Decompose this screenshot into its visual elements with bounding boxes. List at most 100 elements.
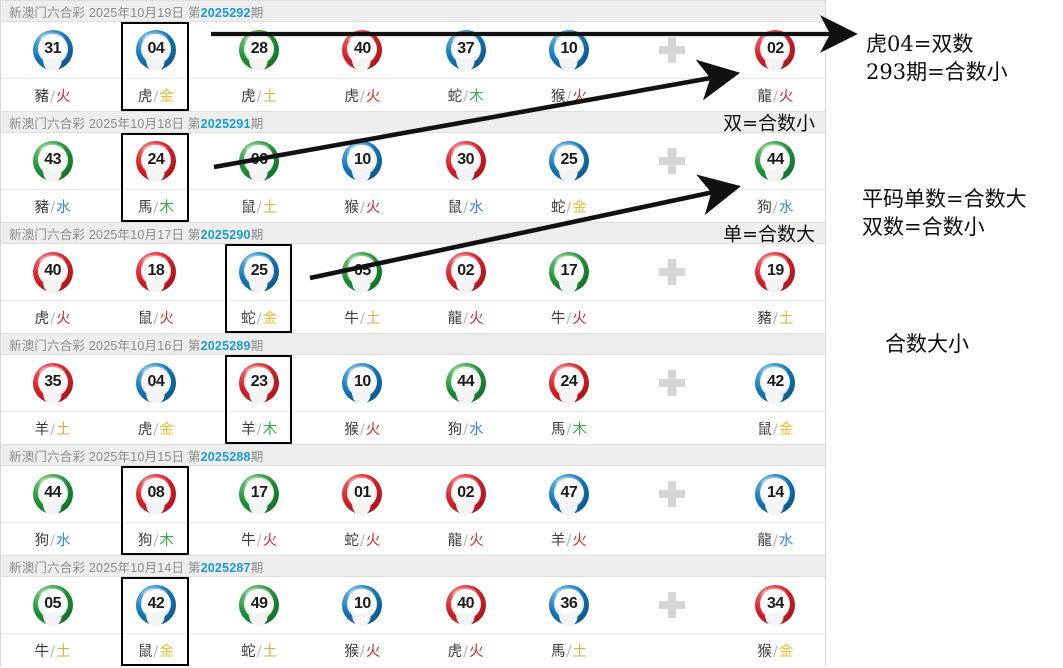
label-separator: / xyxy=(153,199,159,216)
ball-number: 05 xyxy=(353,262,371,279)
label-separator: / xyxy=(359,532,365,549)
ball-cell: 04 xyxy=(104,355,207,411)
element-text: 金 xyxy=(159,421,174,438)
zodiac-element-label: 鼠/土 xyxy=(241,196,277,217)
element-text: 火 xyxy=(469,532,484,549)
zodiac-text: 狗 xyxy=(757,199,772,216)
zodiac-text: 豬 xyxy=(34,88,50,105)
ball-notch xyxy=(455,278,476,295)
zodiac-text: 龍 xyxy=(447,532,463,549)
lottery-ball: 30 xyxy=(445,141,486,184)
element-text: 木 xyxy=(469,88,484,105)
zodiac-element-cell: 猴/火 xyxy=(311,412,414,444)
ball-number: 19 xyxy=(766,262,784,279)
zodiac-element-cell: 豬/土 xyxy=(724,301,827,333)
label-separator: / xyxy=(359,199,365,216)
zodiac-text: 猴 xyxy=(550,88,566,105)
ball-number: 40 xyxy=(44,262,62,279)
label-separator: / xyxy=(359,310,365,327)
zodiac-text: 虎 xyxy=(34,310,50,327)
ball-notch xyxy=(455,500,476,517)
lottery-ball: 25 xyxy=(239,252,280,295)
ball-notch xyxy=(765,611,786,628)
draw-header: 新澳门六合彩 2025年10月14日 第2025287期 xyxy=(1,555,825,577)
label-separator: / xyxy=(256,532,262,549)
ball-notch xyxy=(455,56,476,73)
ball-notch xyxy=(42,278,63,295)
zodiac-element-cell: 龍/火 xyxy=(724,79,827,111)
zodiac-element-label: 豬/火 xyxy=(35,85,71,106)
label-separator: / xyxy=(50,643,56,660)
separator-cell xyxy=(621,577,724,633)
ball-gloss xyxy=(39,588,64,601)
ball-cell: 24 xyxy=(104,133,207,189)
zodiac-element-label: 狗/水 xyxy=(757,196,793,217)
draw-block: 新澳门六合彩 2025年10月18日 第2025291期 双=合数小 43 24 06 1… xyxy=(1,111,825,222)
label-separator: / xyxy=(256,643,262,660)
element-text: 土 xyxy=(778,310,794,327)
annotation-line: 平码单数=合数大 xyxy=(862,187,1027,211)
ball-cell: 24 xyxy=(517,355,620,411)
issue-prefix: 第 xyxy=(187,449,201,464)
zodiac-text: 鼠 xyxy=(241,199,256,216)
zodiac-element-label: 馬/木 xyxy=(551,418,587,439)
zodiac-element-label: 猴/火 xyxy=(344,640,380,661)
zodiac-element-label: 鼠/金 xyxy=(757,418,793,439)
element-text: 水 xyxy=(778,199,794,216)
zodiac-element-cell: 馬/木 xyxy=(104,190,207,222)
ball-gloss xyxy=(39,33,64,46)
zodiac-element-label: 牛/土 xyxy=(344,307,380,328)
ball-number: 14 xyxy=(766,484,784,501)
ball-number: 10 xyxy=(353,151,371,168)
lottery-ball: 40 xyxy=(342,30,383,73)
zodiac-element-label: 蛇/金 xyxy=(241,307,277,328)
zodiac-element-label: 牛/火 xyxy=(241,529,277,550)
zodiac-element-cell: 狗/木 xyxy=(104,523,207,555)
label-separator: / xyxy=(566,532,572,549)
draw-date: 2025年10月17日 xyxy=(88,227,185,242)
label-separator: / xyxy=(153,643,159,660)
ball-gloss xyxy=(762,33,787,46)
zodiac-text: 蛇 xyxy=(550,199,566,216)
ball-number: 17 xyxy=(250,484,268,501)
ball-cell: 06 xyxy=(208,133,311,189)
separator-cell xyxy=(621,22,724,78)
zodiac-text: 狗 xyxy=(137,532,153,549)
ball-cell: 47 xyxy=(517,466,620,522)
ball-notch xyxy=(42,500,63,517)
element-text: 火 xyxy=(262,532,278,549)
ball-notch xyxy=(765,389,786,406)
zodiac-element-label: 狗/水 xyxy=(35,529,71,550)
element-text: 火 xyxy=(469,643,484,660)
zodiac-text: 虎 xyxy=(241,88,256,105)
element-text: 水 xyxy=(778,532,794,549)
ball-number: 42 xyxy=(766,373,784,390)
draw-header-note: 单=合数大 xyxy=(723,223,815,246)
element-text: 火 xyxy=(572,532,587,549)
issue-suffix: 期 xyxy=(250,116,264,131)
ball-notch xyxy=(248,389,270,406)
zodiac-text: 猴 xyxy=(344,421,359,438)
draw-header-note: 双=合数小 xyxy=(723,112,815,135)
ball-gloss xyxy=(246,255,271,268)
ball-notch xyxy=(145,278,167,295)
zodiac-element-cell: 羊/土 xyxy=(1,412,104,444)
draw-block: 新澳门六合彩 2025年10月17日 第2025290期 单=合数大 40 18 25 0… xyxy=(1,222,825,333)
element-text: 金 xyxy=(778,643,794,660)
ball-gloss xyxy=(39,366,64,379)
ball-notch xyxy=(455,389,476,406)
element-text: 金 xyxy=(159,88,174,105)
ball-cell: 36 xyxy=(517,577,620,633)
label-separator: / xyxy=(772,88,778,105)
lottery-ball: 02 xyxy=(445,474,486,517)
issue-number: 2025290 xyxy=(200,227,251,242)
ball-notch xyxy=(42,56,63,73)
separator-cell xyxy=(621,133,724,189)
ball-gloss xyxy=(762,144,787,157)
zodiac-element-label: 羊/土 xyxy=(35,418,71,439)
ball-gloss xyxy=(39,255,64,268)
label-separator: / xyxy=(772,643,778,660)
element-text: 火 xyxy=(365,199,381,216)
element-text: 金 xyxy=(572,199,587,216)
zodiac-text: 鼠 xyxy=(447,199,463,216)
